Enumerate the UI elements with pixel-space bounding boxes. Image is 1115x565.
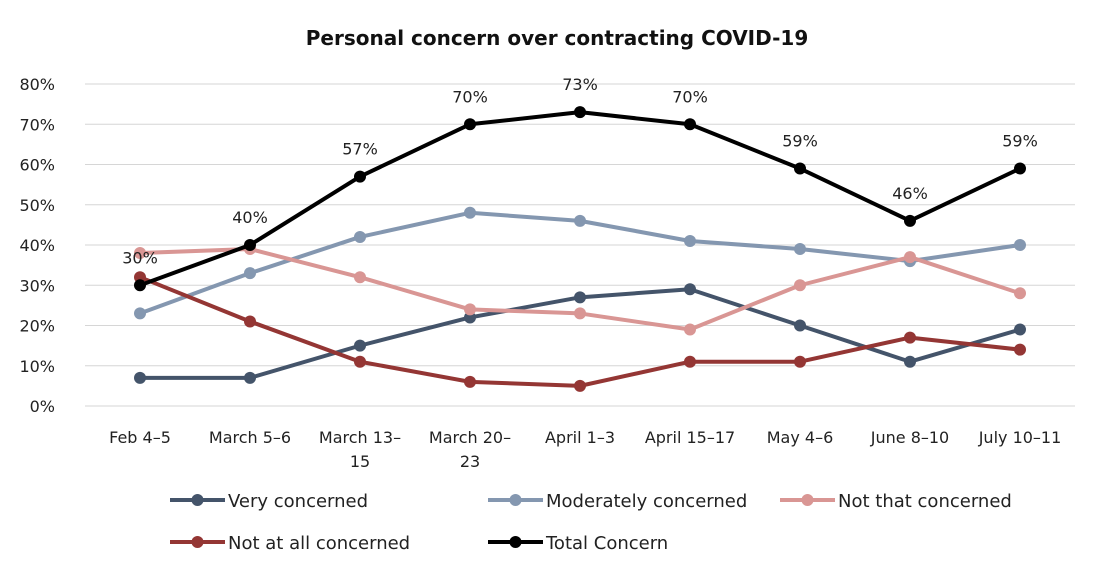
data-point <box>464 206 476 219</box>
legend-marker <box>191 536 204 548</box>
data-point <box>354 339 366 352</box>
data-point <box>354 355 366 368</box>
data-point <box>574 106 586 119</box>
data-point <box>684 355 696 368</box>
legend-label: Moderately concerned <box>546 491 747 512</box>
data-label: 59% <box>1002 132 1038 151</box>
data-point <box>574 379 586 392</box>
y-tick-label: 30% <box>19 276 55 295</box>
data-point <box>1014 343 1026 356</box>
y-tick-label: 60% <box>19 156 55 175</box>
data-label: 57% <box>342 140 378 159</box>
data-point <box>134 279 146 292</box>
y-axis-ticks: 0% 10% 20% 30% 40% 50% 60% 70% 80% <box>19 75 55 416</box>
data-point <box>684 283 696 296</box>
data-label: 70% <box>452 87 488 106</box>
legend-label: Very concerned <box>228 491 368 512</box>
y-tick-label: 50% <box>19 196 55 215</box>
legend: Very concerned Moderately concerned Not th… <box>170 491 1012 554</box>
data-point <box>684 118 696 131</box>
data-point <box>684 234 696 247</box>
data-label: 40% <box>232 208 268 227</box>
y-tick-label: 80% <box>19 75 55 94</box>
data-point <box>1014 287 1026 300</box>
data-point <box>464 375 476 388</box>
series-total-concern <box>134 106 1026 292</box>
legend-marker <box>801 494 814 506</box>
x-tick-label: March 5–6 <box>209 428 291 447</box>
series-not-at-all-concerned <box>134 271 1026 392</box>
series-very-concerned <box>134 283 1026 384</box>
data-point <box>244 371 256 384</box>
data-point <box>354 230 366 243</box>
data-point <box>794 319 806 332</box>
y-tick-label: 10% <box>19 357 55 376</box>
data-point <box>1014 162 1026 175</box>
data-label: 46% <box>892 184 928 203</box>
data-point <box>904 355 916 368</box>
data-point <box>244 267 256 280</box>
data-label: 59% <box>782 132 818 151</box>
data-point <box>1014 323 1026 336</box>
x-tick-label: April 1–3 <box>545 428 615 447</box>
data-point <box>354 170 366 183</box>
legend-label: Not that concerned <box>838 491 1012 512</box>
data-point <box>684 323 696 336</box>
legend-marker <box>509 494 522 506</box>
data-point <box>794 162 806 175</box>
y-tick-label: 0% <box>30 397 55 416</box>
data-point <box>904 251 916 264</box>
data-point <box>244 315 256 328</box>
data-point <box>464 118 476 131</box>
legend-label: Total Concern <box>545 533 668 554</box>
y-tick-label: 70% <box>19 115 55 134</box>
data-point <box>134 307 146 320</box>
x-tick-label: May 4–6 <box>767 428 834 447</box>
data-label: 30% <box>122 248 158 267</box>
legend-item: Total Concern <box>488 533 668 554</box>
legend-item: Very concerned <box>170 491 368 512</box>
series-lines <box>134 106 1026 392</box>
data-label: 73% <box>562 75 598 94</box>
x-tick-label: June 8–10 <box>870 428 949 447</box>
x-tick-label: July 10–11 <box>978 428 1062 447</box>
data-point <box>1014 239 1026 251</box>
data-label: 70% <box>672 87 708 106</box>
x-tick-label: Feb 4–5 <box>109 428 171 447</box>
series-not-that-concerned <box>134 243 1026 336</box>
data-point <box>904 331 916 344</box>
data-labels: 30% 40% 57% 70% 73% 70% 59% 46% 59% <box>122 75 1038 267</box>
chart-title: Personal concern over contracting COVID-… <box>306 26 808 50</box>
data-point <box>574 291 586 304</box>
x-tick-label: April 15–17 <box>645 428 735 447</box>
x-tick-label: March 13– 15 <box>319 428 401 471</box>
legend-item: Moderately concerned <box>488 491 747 512</box>
data-point <box>904 214 916 227</box>
data-point <box>794 355 806 368</box>
data-point <box>794 279 806 292</box>
y-tick-label: 40% <box>19 236 55 255</box>
data-point <box>134 371 146 384</box>
legend-label: Not at all concerned <box>228 533 410 554</box>
data-point <box>244 239 256 251</box>
legend-marker <box>191 494 204 506</box>
data-point <box>354 271 366 284</box>
legend-item: Not that concerned <box>780 491 1012 512</box>
data-point <box>794 243 806 256</box>
data-point <box>574 307 586 320</box>
legend-marker <box>509 536 522 548</box>
x-tick-label: March 20– 23 <box>429 428 511 471</box>
x-axis-ticks: Feb 4–5 March 5–6 March 13– 15 March 20– 23 Ap… <box>109 428 1061 471</box>
data-point <box>574 214 586 227</box>
data-point <box>464 303 476 316</box>
y-tick-label: 20% <box>19 317 55 336</box>
legend-item: Not at all concerned <box>170 533 410 554</box>
data-point <box>134 247 146 260</box>
